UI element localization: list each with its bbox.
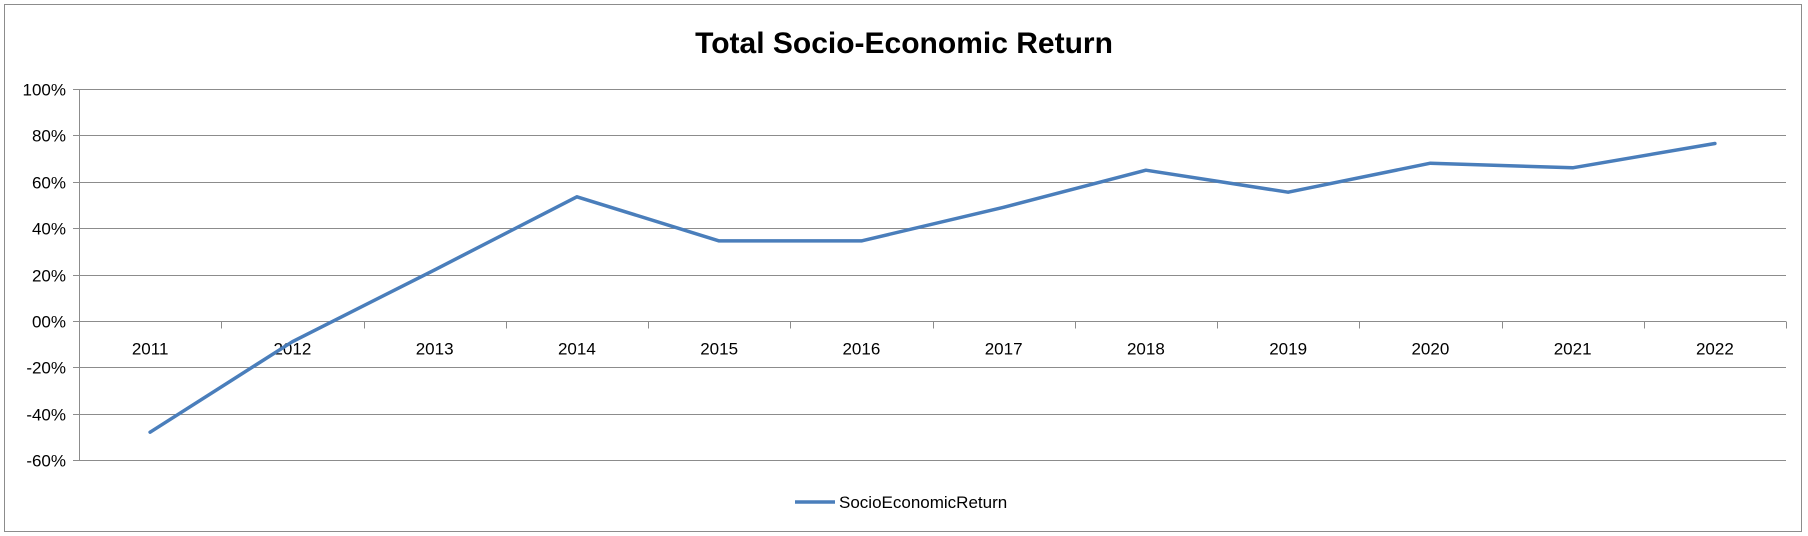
data-point — [1571, 166, 1575, 170]
y-axis-tick-labels: 100% 80% 60% 40% 20% 00% -20% -40% -60% — [23, 81, 66, 471]
data-point — [1428, 161, 1432, 165]
x-tick-label: 2012 — [273, 340, 311, 359]
y-tick-label: -60% — [26, 452, 66, 471]
data-point — [1713, 141, 1717, 145]
chart-title: Total Socio-Economic Return — [695, 27, 1113, 60]
y-tick-label: 100% — [23, 81, 66, 100]
y-tick-label: 80% — [32, 127, 66, 146]
data-point — [859, 239, 863, 243]
data-point — [717, 239, 721, 243]
x-tick-label: 2019 — [1269, 340, 1307, 359]
data-point — [1002, 205, 1006, 209]
y-tick-label: 60% — [32, 174, 66, 193]
y-tick-label: -20% — [26, 359, 66, 378]
gridlines — [79, 89, 1786, 461]
series-line — [148, 141, 1717, 434]
data-point — [1286, 190, 1290, 194]
x-tick-label: 2022 — [1696, 340, 1734, 359]
data-point — [1144, 168, 1148, 172]
legend: SocioEconomicReturn — [795, 493, 1007, 512]
x-tick-label: 2016 — [842, 340, 880, 359]
y-tick-label: -40% — [26, 406, 66, 425]
y-tick-label: 20% — [32, 267, 66, 286]
y-tick-label: 40% — [32, 220, 66, 239]
legend-label: SocioEconomicReturn — [839, 493, 1007, 512]
chart-frame — [4, 4, 1802, 532]
x-tick-label: 2015 — [700, 340, 738, 359]
data-point — [290, 340, 294, 344]
series-lines — [148, 141, 1717, 434]
data-point — [433, 268, 437, 272]
x-tick-label: 2017 — [985, 340, 1023, 359]
x-tick-label: 2013 — [416, 340, 454, 359]
y-tick-label: 00% — [32, 313, 66, 332]
data-point — [575, 195, 579, 199]
x-tick-label: 2014 — [558, 340, 596, 359]
axes — [73, 89, 1787, 461]
data-point — [148, 430, 152, 434]
x-axis-tick-labels: 2011 2012 2013 2014 2015 2016 2017 2018 2019 2020… — [132, 340, 1734, 359]
x-tick-label: 2021 — [1554, 340, 1592, 359]
x-tick-label: 2020 — [1411, 340, 1449, 359]
x-tick-label: 2018 — [1127, 340, 1165, 359]
x-tick-label: 2011 — [132, 340, 169, 359]
